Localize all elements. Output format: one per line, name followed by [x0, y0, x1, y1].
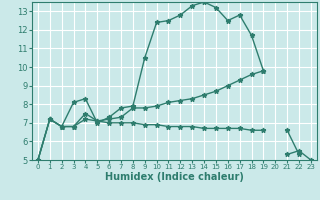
X-axis label: Humidex (Indice chaleur): Humidex (Indice chaleur): [105, 172, 244, 182]
